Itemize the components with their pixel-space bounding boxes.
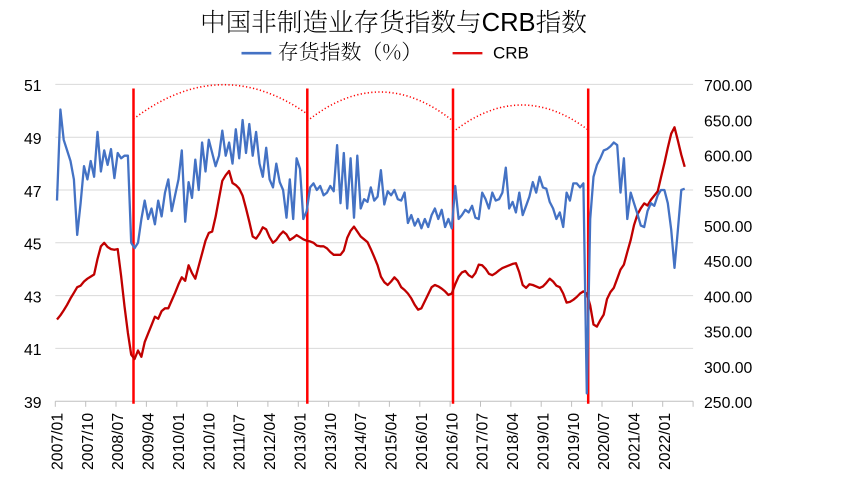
svg-text:2017/07: 2017/07: [475, 413, 492, 470]
svg-text:700.00: 700.00: [704, 78, 753, 95]
svg-text:350.00: 350.00: [704, 325, 753, 342]
svg-text:500.00: 500.00: [704, 219, 753, 236]
svg-text:CRB: CRB: [482, 9, 536, 37]
svg-text:41: 41: [24, 342, 42, 359]
svg-text:2007/01: 2007/01: [50, 413, 67, 470]
svg-text:2007/10: 2007/10: [80, 413, 97, 470]
svg-text:550.00: 550.00: [704, 184, 753, 201]
svg-text:400.00: 400.00: [704, 289, 753, 306]
svg-text:2022/01: 2022/01: [657, 413, 674, 470]
svg-text:600.00: 600.00: [704, 149, 753, 166]
svg-text:2011/07: 2011/07: [232, 414, 249, 470]
svg-text:2018/04: 2018/04: [505, 413, 522, 470]
svg-text:2016/10: 2016/10: [444, 413, 461, 470]
svg-text:2012/04: 2012/04: [262, 413, 279, 470]
svg-text:300.00: 300.00: [704, 360, 753, 377]
svg-text:2021/04: 2021/04: [627, 413, 644, 470]
svg-text:51: 51: [24, 78, 42, 95]
svg-text:49: 49: [24, 131, 42, 148]
svg-text:2009/04: 2009/04: [141, 413, 158, 470]
svg-text:450.00: 450.00: [704, 254, 753, 271]
svg-text:2019/10: 2019/10: [566, 413, 583, 470]
svg-text:2013/01: 2013/01: [293, 413, 310, 470]
svg-text:2010/10: 2010/10: [201, 413, 218, 470]
svg-text:45: 45: [24, 237, 42, 254]
svg-text:2019/01: 2019/01: [535, 413, 552, 470]
svg-text:650.00: 650.00: [704, 113, 753, 130]
svg-text:2010/01: 2010/01: [171, 413, 188, 470]
svg-text:250.00: 250.00: [704, 395, 753, 412]
svg-text:2016/01: 2016/01: [414, 413, 431, 470]
svg-text:2015/04: 2015/04: [384, 413, 401, 470]
svg-text:43: 43: [24, 289, 42, 306]
svg-text:2013/10: 2013/10: [323, 413, 340, 470]
svg-text:CRB: CRB: [493, 44, 529, 63]
svg-text:2020/07: 2020/07: [596, 413, 613, 470]
svg-text:47: 47: [24, 184, 42, 201]
svg-text:2008/07: 2008/07: [110, 413, 127, 470]
svg-text:39: 39: [24, 395, 42, 412]
svg-text:2014/07: 2014/07: [353, 413, 370, 470]
